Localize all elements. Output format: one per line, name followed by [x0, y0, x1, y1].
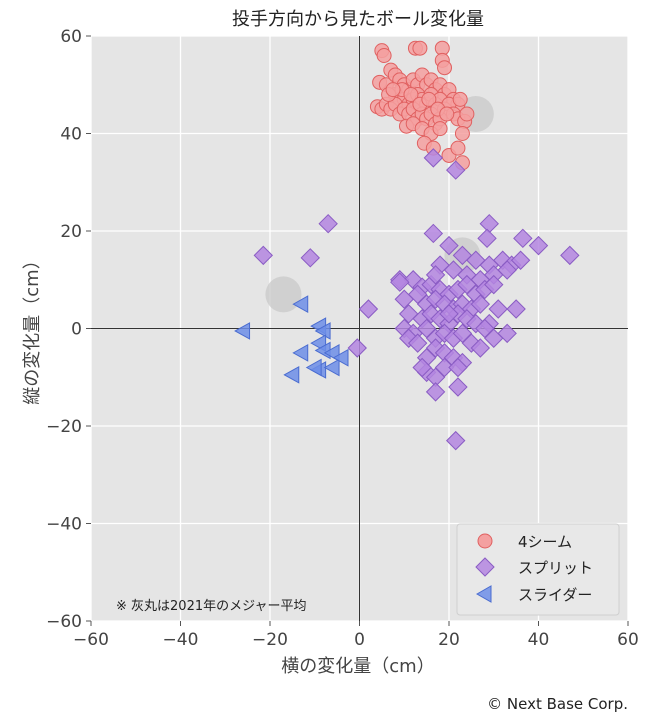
legend: 4シーム スプリット スライダー: [456, 523, 620, 616]
fourseam-point: [439, 106, 455, 122]
legend-marker-slider: [475, 585, 492, 603]
split-point: [510, 250, 531, 270]
split-point: [477, 228, 497, 249]
split-point: [513, 228, 533, 249]
legend-label-slider: スライダー: [518, 586, 592, 604]
split-point: [347, 338, 367, 358]
data-points: [234, 40, 580, 451]
legend-label-split: スプリット: [518, 559, 593, 577]
average-note: ※ 灰丸は2021年のメジャー平均: [116, 599, 306, 614]
y-tick-label: 40: [60, 125, 82, 145]
split-point: [528, 235, 549, 256]
split-point: [446, 160, 466, 180]
x-axis-label: 横の変化量（cm）: [281, 656, 434, 677]
split-point: [358, 299, 379, 319]
split-point: [434, 357, 455, 378]
split-point: [470, 294, 491, 314]
slider-point: [305, 358, 322, 377]
slider-point: [292, 344, 309, 362]
split-point: [497, 323, 517, 344]
split-point: [412, 357, 432, 378]
split-point: [423, 148, 444, 168]
split-point: [425, 265, 446, 285]
fourseam-point: [403, 87, 419, 102]
series-0: [369, 40, 475, 171]
split-point: [407, 333, 428, 353]
y-tick-label: 20: [60, 222, 82, 242]
zero-axis-lines: [91, 36, 628, 621]
split-point: [446, 430, 466, 451]
x-tick-label: 0: [354, 630, 365, 650]
y-tick-label: −60: [46, 612, 82, 632]
fourseam-point: [432, 121, 448, 137]
y-tick-label: 0: [71, 320, 82, 340]
fourseam-point: [437, 60, 453, 76]
split-point: [560, 245, 580, 266]
x-tick-label: 20: [438, 630, 460, 650]
axis-ticks: −60 −40 −20 0 20 40 60 −60 −40 −20 0 20 40 60: [46, 27, 639, 650]
split-point: [497, 260, 517, 280]
fourseam-point: [376, 48, 392, 63]
split-point: [448, 377, 468, 397]
split-point: [506, 299, 526, 319]
fourseam-point: [459, 106, 475, 122]
split-point: [448, 357, 468, 378]
legend-box: [456, 523, 620, 616]
fourseam-point: [450, 140, 466, 156]
slider-point: [234, 322, 251, 340]
split-point: [470, 338, 491, 358]
split-point: [423, 223, 444, 244]
x-tick-label: −40: [163, 630, 199, 650]
fourseam-point: [454, 126, 470, 141]
x-tick-label: 40: [528, 630, 550, 650]
split-point: [318, 213, 338, 234]
split-point: [390, 272, 410, 292]
x-tick-label: 60: [617, 630, 639, 650]
split-point: [439, 304, 459, 324]
slider-point: [283, 365, 300, 384]
slider-point: [323, 358, 340, 377]
y-tick-label: 60: [60, 27, 82, 47]
slider-point: [292, 295, 309, 313]
y-tick-label: −20: [46, 417, 82, 437]
split-point: [253, 245, 273, 266]
y-axis-label: 縦の変化量（cm）: [22, 251, 43, 404]
fourseam-point: [452, 91, 468, 107]
x-tick-label: −60: [73, 630, 109, 650]
fourseam-point: [412, 40, 428, 56]
legend-label-4seam: 4シーム: [518, 533, 572, 551]
fourseam-point: [421, 91, 437, 107]
x-tick-label: −20: [252, 630, 288, 650]
legend-marker-4seam: [477, 533, 493, 549]
split-point: [425, 382, 446, 402]
series-1: [253, 148, 580, 451]
fourseam-point: [385, 82, 401, 98]
series-2: [234, 295, 349, 384]
y-tick-label: −40: [46, 515, 82, 535]
split-point: [484, 274, 504, 295]
split-point: [300, 248, 320, 268]
slider-point: [314, 322, 331, 340]
slider-point: [332, 348, 349, 367]
average-marker: [265, 276, 302, 313]
split-point: [475, 318, 495, 339]
legend-marker-split: [475, 557, 495, 577]
split-point: [488, 299, 508, 319]
chart-title: 投手方向から見たボール変化量: [232, 9, 484, 30]
copyright: © Next Base Corp.: [487, 695, 628, 713]
split-point: [439, 235, 459, 256]
